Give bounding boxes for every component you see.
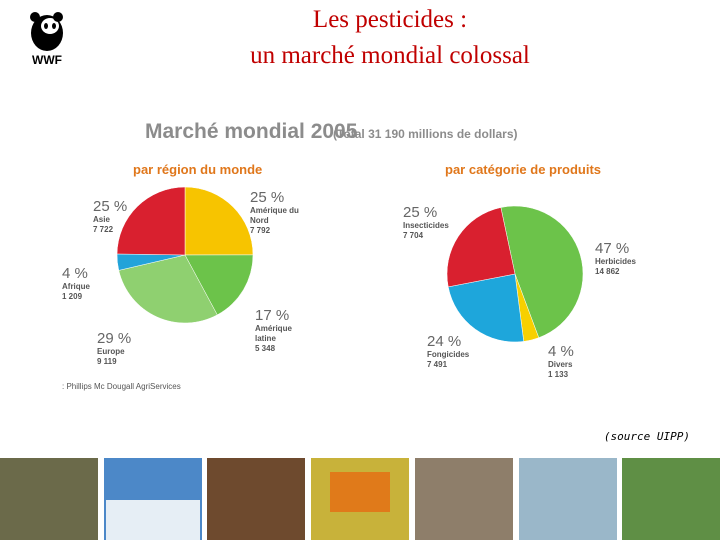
value-label: 7 704 [403,231,424,240]
value-label: 14 862 [595,267,620,276]
pie-slice [184,186,254,256]
category-label: Asie [93,215,110,224]
share-label: 4 % [62,265,88,282]
pie-slice [447,273,525,343]
slice-label: 47 % Herbicides 14 862 [595,241,655,277]
title-line: un marché mondial colossal [250,42,530,69]
logo-text: WWF [32,53,62,67]
share-label: 25 % [250,189,285,206]
pie-slice [500,205,584,339]
pie-slice [116,186,186,256]
category-label: Divers [548,360,573,369]
pie-slice [446,207,516,288]
slice-label: 25 % Amérique du Nord 7 792 [250,190,310,236]
value-label: 1 209 [62,292,83,301]
value-label: 1 133 [548,370,569,379]
category-label: Europe [97,347,125,356]
heading: Marché mondial 2005 [145,120,358,143]
slice-label: 25 % Asie 7 722 [93,199,153,235]
value-label: 7 792 [250,226,271,235]
category-label: Insecticides [403,221,449,230]
share-label: 4 % [548,343,574,360]
slice-label: 25 % Insecticides 7 704 [403,205,463,241]
source: (source UIPP) [604,430,690,443]
pie-slice [118,254,218,324]
title-line: Les pesticides : [312,6,468,33]
slice-label: 24 % Fongicides 7 491 [427,334,487,370]
share-label: 25 % [93,198,128,215]
share-label: 17 % [255,307,290,324]
share-label: 24 % [427,333,462,350]
logo [30,12,63,51]
chart-subtitle: par catégorie de produits [445,162,602,177]
chart-subtitle: par région du monde [133,162,263,177]
value-label: 5 348 [255,344,276,353]
value-label: 7 491 [427,360,448,369]
photo-strip [0,458,720,540]
share-label: 25 % [403,204,438,221]
category-label: Afrique [62,282,90,291]
credit: : Phillips Mc Dougall AgriServices [62,382,181,391]
slice-label: 4 % Afrique 1 209 [62,266,122,302]
category-label: Amérique du Nord [250,206,299,225]
total: (Total 31 190 millions de dollars) [333,127,518,141]
share-label: 29 % [97,330,132,347]
category-label: Amérique latine [255,324,292,343]
pie-slice [184,254,254,316]
category-label: Fongicides [427,350,470,359]
share-label: 47 % [595,240,630,257]
slice-label: 17 % Amérique latine 5 348 [255,308,310,354]
value-label: 9 119 [97,357,117,366]
slice-label: 4 % Divers 1 133 [548,344,608,380]
value-label: 7 722 [93,225,114,234]
category-label: Herbicides [595,257,636,266]
slice-label: 29 % Europe 9 119 [97,331,157,367]
